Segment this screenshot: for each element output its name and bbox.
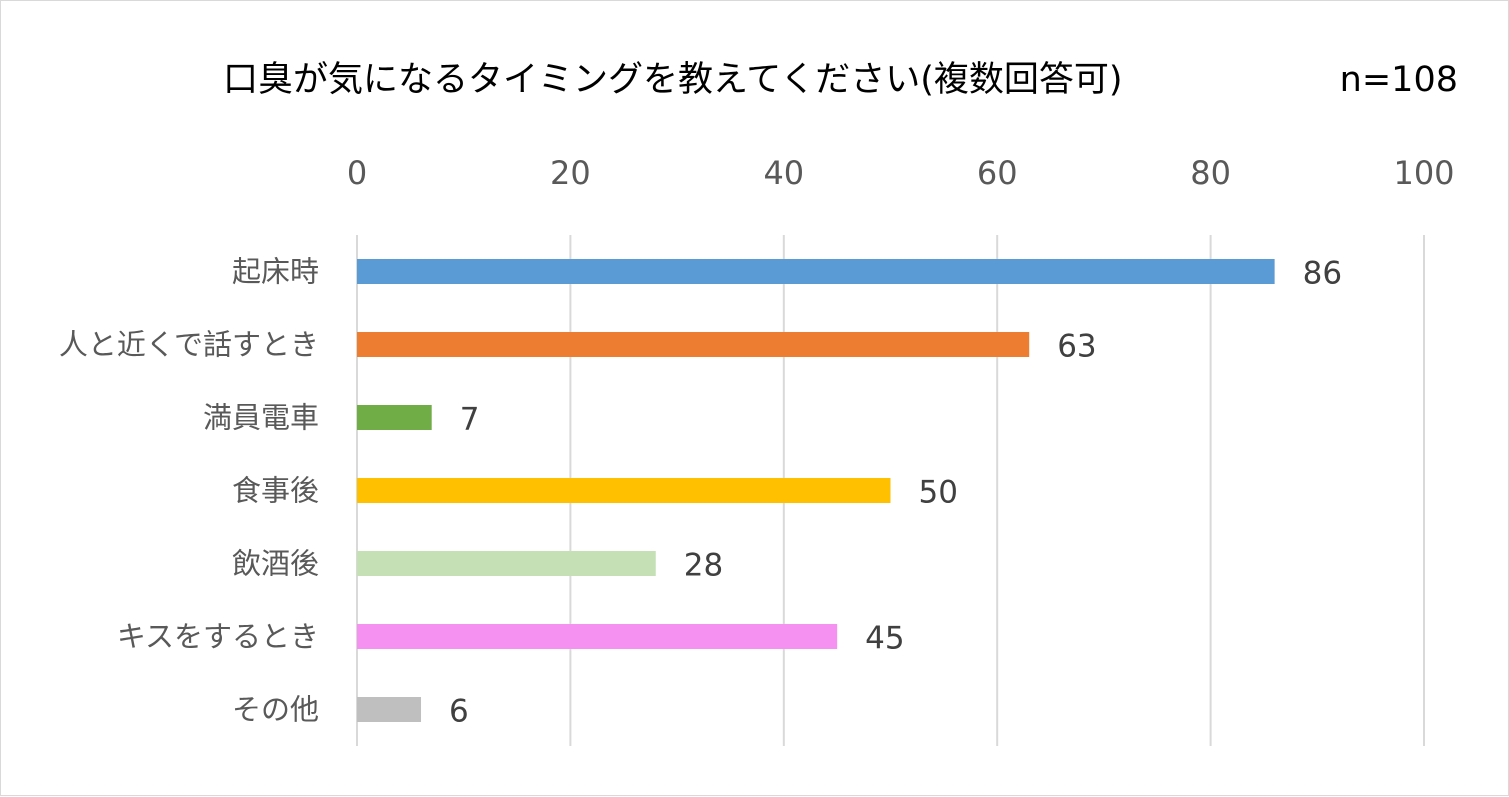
x-axis-ticks: 0 20 40 60 80 100: [347, 154, 1455, 192]
bar: [357, 551, 656, 576]
data-label: 63: [1057, 329, 1096, 365]
data-label: 86: [1303, 256, 1342, 292]
data-label: 28: [684, 548, 723, 584]
category-label: キスをするとき: [117, 620, 319, 654]
category-label: 食事後: [232, 474, 319, 508]
category-label: その他: [232, 693, 319, 727]
category-label: 人と近くで話すとき: [59, 328, 319, 362]
data-label: 50: [919, 475, 958, 511]
bar: [357, 697, 422, 722]
x-tick-label: 100: [1393, 154, 1454, 192]
x-tick-label: 0: [347, 154, 367, 192]
x-tick-label: 60: [977, 154, 1018, 192]
chart-title: 口臭が気になるタイミングを教えてください(複数回答可): [223, 60, 1123, 100]
category-label: 満員電車: [203, 401, 319, 435]
bar: [357, 332, 1030, 357]
category-label: 起床時: [232, 255, 319, 289]
data-labels: 86 63 7 50 28 45 6: [449, 256, 1342, 730]
sample-size-annotation: n=108: [1340, 60, 1458, 100]
data-label: 45: [865, 621, 904, 657]
data-label: 6: [449, 694, 469, 730]
bars: [357, 259, 1275, 722]
bar: [357, 624, 838, 649]
x-tick-label: 40: [763, 154, 804, 192]
bar: [357, 405, 432, 430]
bar: [357, 259, 1275, 284]
x-tick-label: 20: [550, 154, 591, 192]
bar: [357, 478, 891, 503]
x-tick-label: 80: [1190, 154, 1231, 192]
data-label: 7: [460, 402, 480, 438]
category-label: 飲酒後: [232, 547, 319, 581]
